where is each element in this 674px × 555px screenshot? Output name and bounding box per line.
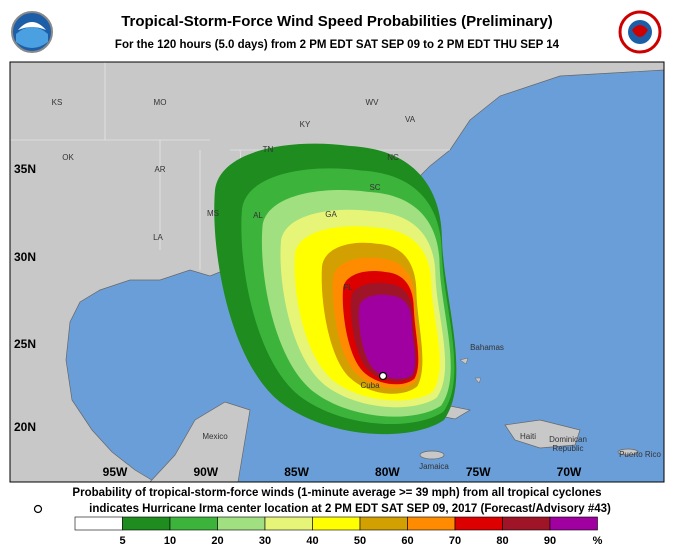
- place-label: Cuba: [360, 381, 380, 390]
- place-label: FL: [343, 283, 353, 292]
- land-jamaica: [419, 450, 445, 460]
- map: KS MO KY WV VA OK AR TN NC SC MS AL GA LA FL Cuba Mexico…: [9, 61, 665, 483]
- probability-band: [358, 294, 415, 379]
- legend-label: 30: [259, 535, 271, 547]
- place-label: Bahamas: [470, 343, 504, 352]
- place-label: VA: [405, 115, 416, 124]
- place-label: WV: [366, 98, 380, 107]
- legend-swatch: [74, 516, 123, 531]
- land-yucatan: [149, 401, 251, 483]
- legend-label: %: [593, 535, 603, 547]
- probability-swath: [214, 143, 457, 435]
- land-puerto-rico: [617, 448, 639, 456]
- place-label: AR: [154, 165, 165, 174]
- place-label: NC: [387, 153, 399, 162]
- latitude-label: 30N: [14, 250, 36, 264]
- place-label: KS: [52, 98, 63, 107]
- place-label: Republic: [552, 444, 583, 453]
- legend-swatch: [169, 516, 218, 531]
- legend-label: 20: [211, 535, 223, 547]
- legend-swatch: [217, 516, 266, 531]
- legend-label: 50: [354, 535, 366, 547]
- place-label: Dominican: [549, 435, 587, 444]
- legend-label: 80: [496, 535, 508, 547]
- footer-line-1: Probability of tropical-storm-force wind…: [72, 487, 601, 499]
- legend-swatch: [549, 516, 598, 531]
- place-label: MS: [207, 209, 219, 218]
- legend: 5 10 20 30 40 50 60 70 80 90%: [74, 516, 603, 547]
- place-label: AL: [253, 211, 263, 220]
- legend-label: 70: [449, 535, 461, 547]
- nws-logo: [618, 10, 662, 54]
- storm-center: [378, 371, 388, 381]
- longitude-label: 95W: [103, 465, 128, 479]
- legend-swatch: [359, 516, 408, 531]
- place-label: TN: [263, 145, 274, 154]
- place-label: LA: [153, 233, 163, 242]
- land-hispaniola: [504, 419, 581, 449]
- legend-swatch: [312, 516, 361, 531]
- place-label: Puerto Rico: [619, 450, 661, 459]
- legend-label: 90: [544, 535, 556, 547]
- latitude-label: 20N: [14, 420, 36, 434]
- storm-center-key: [33, 504, 43, 514]
- place-label: KY: [300, 120, 311, 129]
- longitude-label: 85W: [284, 465, 309, 479]
- longitude-label: 75W: [466, 465, 491, 479]
- legend-swatch: [122, 516, 171, 531]
- longitude-label: 90W: [193, 465, 218, 479]
- latitude-label: 25N: [14, 337, 36, 351]
- place-label: OK: [62, 153, 74, 162]
- legend-label: 10: [164, 535, 176, 547]
- place-label: Haiti: [520, 432, 536, 441]
- noaa-logo: [11, 11, 53, 53]
- legend-swatch: [407, 516, 456, 531]
- legend-swatch: [264, 516, 313, 531]
- place-label: Jamaica: [419, 462, 449, 471]
- legend-swatch: [502, 516, 551, 531]
- longitude-label: 70W: [557, 465, 582, 479]
- legend-label: 5: [119, 535, 125, 547]
- footer-line-2: indicates Hurricane Irma center location…: [89, 503, 611, 515]
- latitude-label: 35N: [14, 162, 36, 176]
- place-label: SC: [369, 183, 380, 192]
- legend-swatch: [454, 516, 503, 531]
- title: Tropical-Storm-Force Wind Speed Probabil…: [121, 13, 553, 30]
- longitude-label: 80W: [375, 465, 400, 479]
- place-label: Mexico: [202, 432, 228, 441]
- place-label: MO: [154, 98, 167, 107]
- subtitle: For the 120 hours (5.0 days) from 2 PM E…: [115, 39, 560, 51]
- legend-label: 60: [401, 535, 413, 547]
- map-frame: [9, 61, 665, 483]
- legend-label: 40: [306, 535, 318, 547]
- place-label: GA: [325, 210, 337, 219]
